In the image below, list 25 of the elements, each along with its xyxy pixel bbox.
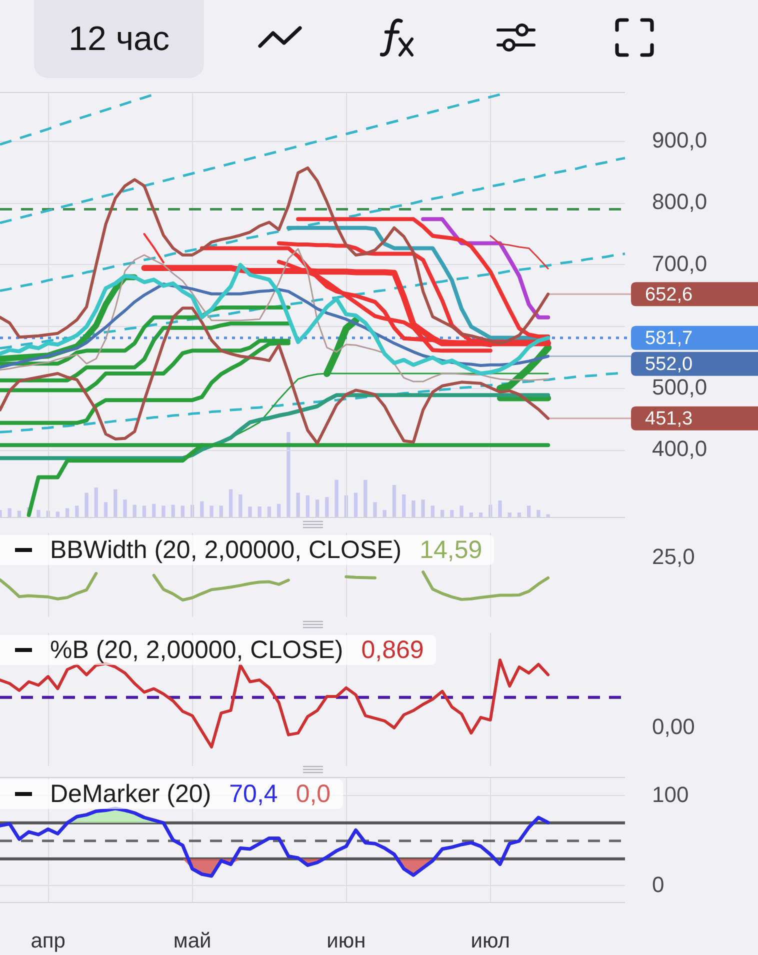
y-tick-label: 0 — [652, 872, 664, 897]
series-label: 70,4 — [229, 780, 278, 808]
y-tick-label: 500,0 — [652, 374, 708, 400]
data-label: 652,6 — [645, 284, 693, 306]
y-tick-label: 800,0 — [652, 189, 708, 214]
y-tick-label: 700,0 — [652, 250, 708, 276]
series-label: 14,59 — [420, 536, 482, 564]
series-label: 0,869 — [361, 636, 424, 664]
x-tick-label: май — [173, 929, 212, 952]
x-tick-label: апр — [30, 929, 66, 952]
y-tick-label: 400,0 — [652, 436, 708, 462]
chart-subtitle: 12 час — [68, 19, 170, 59]
text: 0,00 — [652, 714, 695, 740]
data-label: 552,0 — [645, 354, 693, 376]
chart-title: %B (20, 2,00000, CLOSE) — [50, 636, 344, 664]
text: 0,0 — [296, 780, 331, 808]
y-tick-label: 100 — [652, 782, 689, 807]
x-tick-label: июн — [326, 929, 366, 952]
ref-line-label: 581,7 — [645, 328, 693, 350]
chart-title: BBWidth (20, 2,00000, CLOSE) — [50, 536, 402, 564]
y-tick-label: 900,0 — [652, 127, 708, 152]
text: 25,0 — [652, 544, 695, 570]
chart-title: DeMarker (20) — [50, 780, 212, 808]
data-label: 451,3 — [645, 408, 693, 430]
x-tick-label: июл — [470, 929, 510, 952]
